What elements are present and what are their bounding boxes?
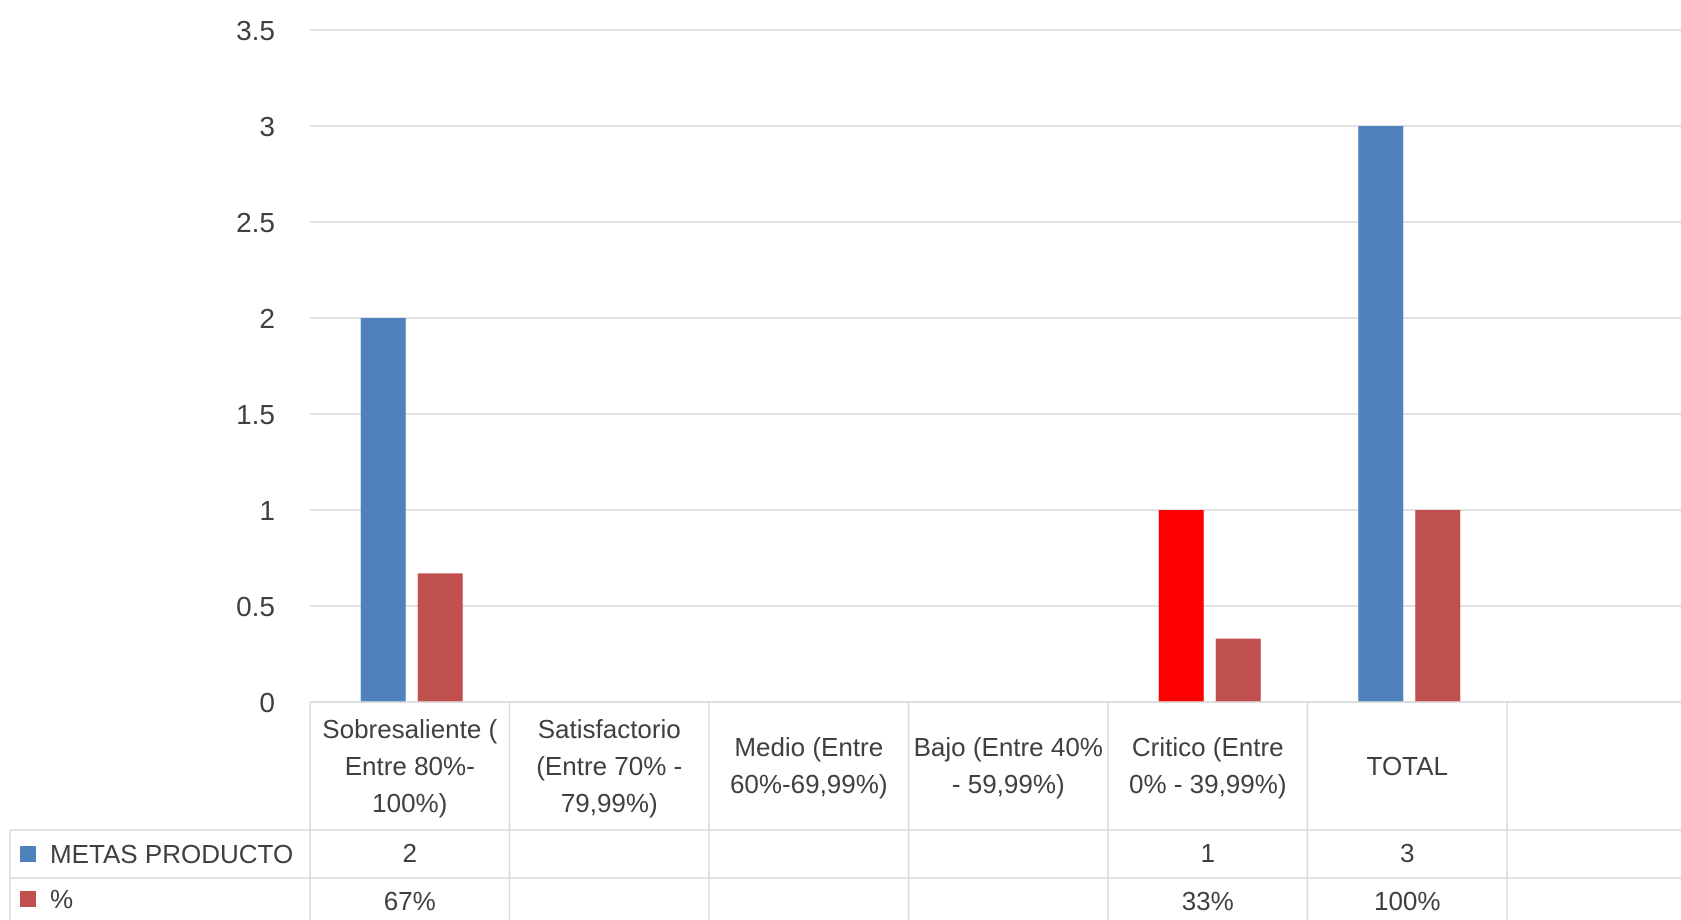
table-cell: 33% <box>1181 886 1234 916</box>
legend-entry: METAS PRODUCTO <box>20 830 293 878</box>
legend-label: % <box>50 883 74 914</box>
legend-label: METAS PRODUCTO <box>50 838 294 869</box>
category-label: Bajo (Entre 40% - 59,99%) <box>913 732 1103 799</box>
y-tick-label: 2 <box>259 303 275 334</box>
y-tick-label: 1.5 <box>236 399 275 430</box>
table-cell: 3 <box>1400 838 1415 868</box>
legend-entry: % <box>20 878 73 920</box>
y-tick-label: 1 <box>259 495 275 526</box>
bar-metas-producto <box>360 318 406 702</box>
legend-swatch <box>20 846 36 862</box>
bar-percent <box>417 573 463 702</box>
category-label: TOTAL <box>1366 750 1448 781</box>
table-cell: 67% <box>383 886 436 916</box>
category-label: Critico (Entre 0% - 39,99%) <box>1128 732 1287 799</box>
table-cell: 2 <box>402 838 417 868</box>
category-label: Satisfactorio (Entre 70% - 79,99%) <box>536 713 683 818</box>
y-tick-label: 2.5 <box>236 207 275 238</box>
y-tick-label: 0 <box>259 687 275 718</box>
bar-percent <box>1415 510 1461 702</box>
y-tick-label: 3.5 <box>236 15 275 46</box>
table-cell: 1 <box>1200 838 1215 868</box>
legend-swatch <box>20 891 36 907</box>
category-label: Sobresaliente ( Entre 80%- 100%) <box>322 713 498 818</box>
bar-percent <box>1215 638 1261 702</box>
bar-metas-producto <box>1158 510 1204 702</box>
bars <box>360 126 1461 702</box>
data-table-grid <box>9 701 1681 920</box>
gridlines <box>310 29 1681 703</box>
table-cell: 100% <box>1374 886 1441 916</box>
y-tick-label: 0.5 <box>236 591 275 622</box>
category-label: Medio (Entre 60%-69,99%) <box>729 732 888 799</box>
bar-metas-producto <box>1358 126 1404 702</box>
y-tick-label: 3 <box>259 111 275 142</box>
y-axis: 0 0.5 1 1.5 2 2.5 3 3.5 <box>236 15 275 718</box>
